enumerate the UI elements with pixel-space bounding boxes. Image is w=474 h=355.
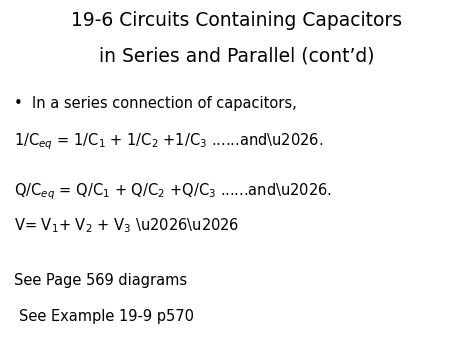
Text: 19-6 Circuits Containing Capacitors: 19-6 Circuits Containing Capacitors xyxy=(72,11,402,30)
Text: See Example 19-9 p570: See Example 19-9 p570 xyxy=(19,309,194,324)
Text: V= V$_{1}$+ V$_{2}$ + V$_{3}$ \u2026\u2026: V= V$_{1}$+ V$_{2}$ + V$_{3}$ \u2026\u20… xyxy=(14,217,239,235)
Text: in Series and Parallel (cont’d): in Series and Parallel (cont’d) xyxy=(99,46,375,65)
Text: •  In a series connection of capacitors,: • In a series connection of capacitors, xyxy=(14,96,297,111)
Text: See Page 569 diagrams: See Page 569 diagrams xyxy=(14,273,187,288)
Text: Q/C$_{eq}$ = Q/C$_{1}$ + Q/C$_{2}$ +Q/C$_{3}$ ......and\u2026.: Q/C$_{eq}$ = Q/C$_{1}$ + Q/C$_{2}$ +Q/C$… xyxy=(14,181,332,202)
Text: 1/C$_{eq}$ = 1/C$_{1}$ + 1/C$_{2}$ +1/C$_{3}$ ......and\u2026.: 1/C$_{eq}$ = 1/C$_{1}$ + 1/C$_{2}$ +1/C$… xyxy=(14,131,323,152)
